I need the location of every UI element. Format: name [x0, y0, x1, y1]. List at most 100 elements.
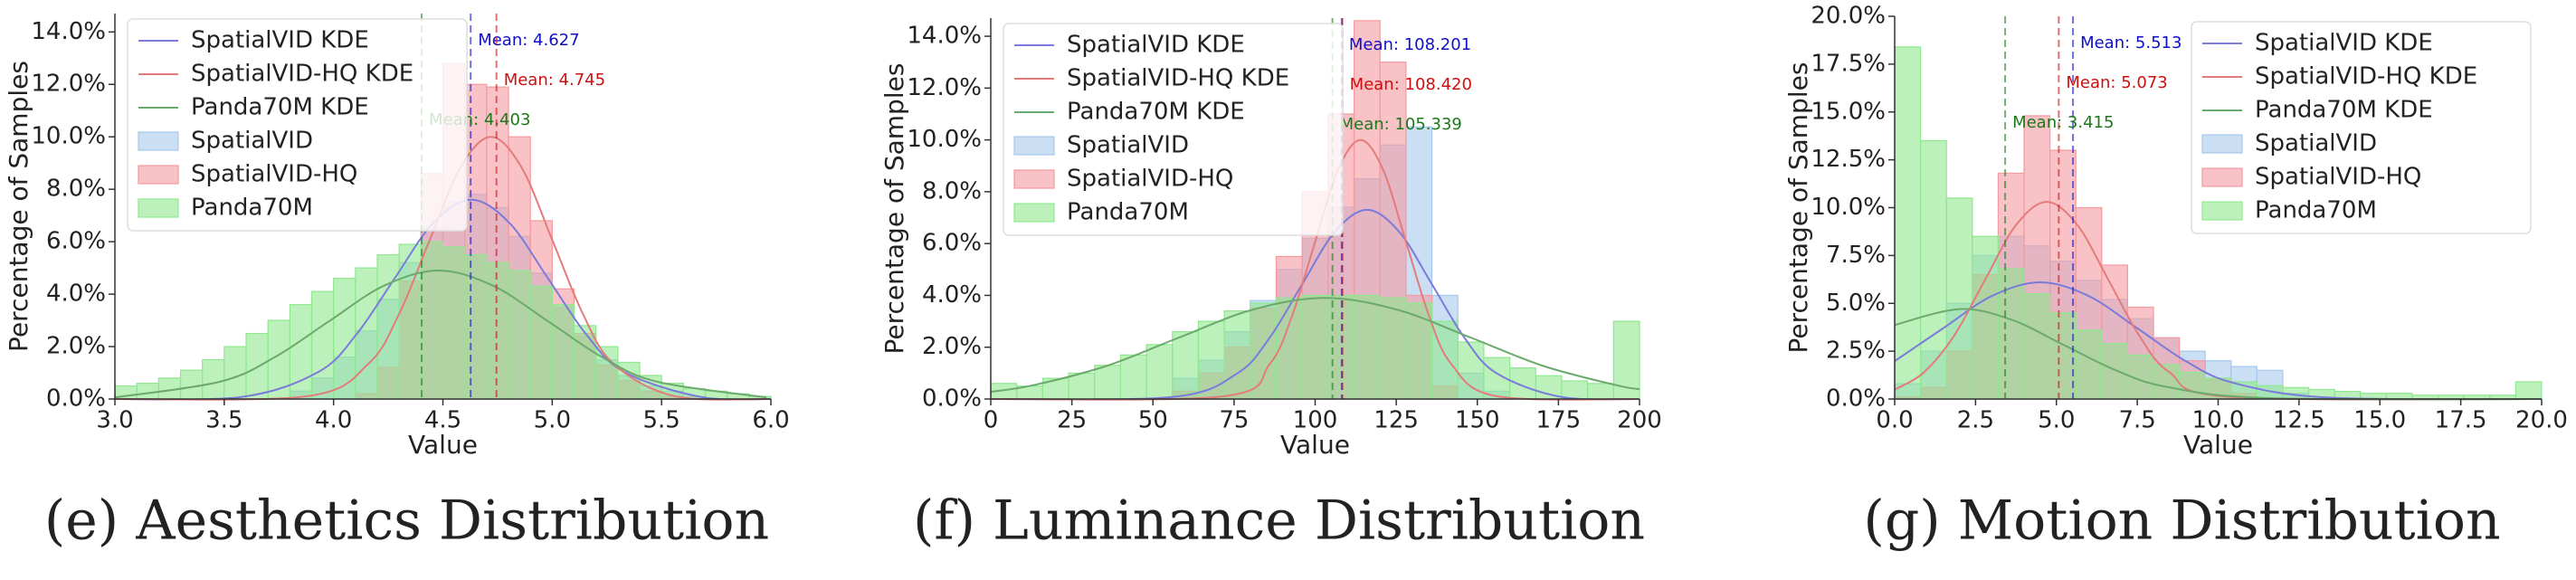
legend-label: SpatialVID KDE — [191, 27, 369, 54]
y-tick-label: 4.0% — [922, 281, 982, 309]
legend: SpatialVID KDE SpatialVID-HQ KDE Panda70M … — [1003, 23, 1344, 236]
legend-label: Panda70M — [191, 195, 313, 222]
hist-bar — [1119, 354, 1147, 400]
legend-box — [1003, 23, 1344, 236]
kde-line — [114, 269, 767, 399]
y-tick-label: 20.0% — [1811, 3, 1886, 30]
y-tick-label: 0.0% — [922, 385, 982, 413]
y-tick-label: 8.0% — [46, 176, 106, 203]
y-tick-label: 12.5% — [1811, 146, 1886, 173]
hist-bar — [420, 241, 444, 400]
x-axis-label: Value — [408, 430, 478, 460]
x-tick-label: 10.0 — [2192, 407, 2245, 434]
x-tick-label: 12.5 — [2273, 407, 2325, 434]
y-tick-label: 10.0% — [907, 126, 982, 153]
kde-line — [1894, 280, 2543, 401]
legend-swatch — [138, 131, 179, 151]
y-tick-label: 6.0% — [46, 228, 106, 255]
legend-label: SpatialVID-HQ — [2255, 164, 2421, 191]
legend-label: SpatialVID KDE — [2255, 30, 2433, 57]
x-tick-label: 17.5 — [2435, 407, 2487, 434]
y-tick-label: 10.0% — [1811, 194, 1886, 221]
mean-label: Mean: 3.415 — [2012, 113, 2114, 132]
hist-bar — [508, 270, 531, 400]
hist-bar — [1508, 367, 1536, 400]
hist-bar — [1250, 302, 1278, 400]
y-tick-label: 5.0% — [1826, 290, 1886, 317]
kde-line — [990, 297, 1640, 393]
hist-bar — [529, 285, 553, 400]
x-tick-label: 7.5 — [2118, 407, 2155, 434]
legend-label: Panda70M KDE — [2255, 97, 2433, 124]
caption: (f) Luminance Distribution — [913, 490, 1645, 553]
x-tick-label: 3.5 — [205, 407, 242, 434]
hist-bar — [1561, 380, 1589, 400]
caption: (g) Motion Distribution — [1863, 490, 2500, 553]
x-axis-label: Value — [1280, 430, 1350, 460]
hist-bar — [1587, 383, 1614, 400]
x-tick-label: 200 — [1617, 407, 1662, 434]
hist-bar — [551, 304, 575, 400]
caption: (e) Aesthetics Distribution — [44, 490, 769, 553]
legend-label: SpatialVID-HQ — [191, 161, 357, 188]
mean-label: Mean: 5.513 — [2080, 33, 2182, 52]
legend-swatch — [2201, 201, 2243, 221]
legend-swatch — [1013, 136, 1055, 156]
x-tick-label: 5.0 — [2038, 407, 2075, 434]
hist-bar — [2179, 371, 2206, 400]
panel: Mean: 108.201 Mean: 108.420 Mean: 105.339 0… — [879, 18, 1662, 553]
hist-bar — [1301, 294, 1329, 400]
hist-bar — [1457, 341, 1485, 400]
legend-label: Panda70M KDE — [1067, 99, 1245, 126]
hist-bar — [1172, 330, 1200, 400]
x-tick-label: 75 — [1219, 407, 1249, 434]
legend-label: SpatialVID-HQ — [1067, 166, 1233, 193]
legend-label: SpatialVID-HQ KDE — [2255, 63, 2477, 90]
y-tick-label: 4.0% — [46, 280, 106, 308]
y-tick-label: 12.0% — [907, 74, 982, 101]
hist-bar — [355, 267, 378, 400]
y-tick-label: 0.0% — [46, 385, 106, 413]
x-tick-label: 175 — [1536, 407, 1582, 434]
y-axis-label: Percentage of Samples — [4, 61, 33, 352]
legend-swatch — [2201, 134, 2243, 154]
x-tick-label: 15.0 — [2353, 407, 2406, 434]
hist-bar — [2514, 381, 2543, 400]
legend-label: SpatialVID — [1067, 132, 1189, 159]
hist-bar — [1068, 372, 1096, 400]
mean-label: Mean: 4.745 — [504, 71, 605, 90]
hist-bar — [1379, 297, 1407, 400]
y-tick-label: 12.0% — [31, 71, 106, 98]
kde-line — [990, 208, 1640, 401]
y-tick-label: 15.0% — [1811, 98, 1886, 125]
legend-swatch — [1013, 203, 1055, 223]
hist-bar — [442, 246, 466, 400]
mean-label: Mean: 108.420 — [1350, 75, 1472, 94]
hist-bar — [1145, 344, 1174, 400]
x-tick-label: 25 — [1057, 407, 1087, 434]
legend-label: SpatialVID — [2255, 130, 2377, 157]
kde-line — [990, 138, 1640, 401]
hist-bar — [310, 290, 335, 400]
x-tick-label: 0 — [984, 407, 999, 434]
y-tick-label: 17.5% — [1811, 50, 1886, 77]
hist-bar — [2049, 312, 2077, 400]
y-axis-label: Percentage of Samples — [1783, 62, 1813, 354]
hist-bar — [2075, 329, 2103, 400]
y-tick-label: 14.0% — [907, 23, 982, 50]
hist-bar — [573, 325, 597, 400]
y-tick-label: 0.0% — [1826, 385, 1886, 413]
y-tick-label: 2.0% — [46, 333, 106, 360]
hist-bar — [289, 304, 313, 400]
x-tick-label: 6.0 — [752, 407, 789, 434]
mean-label: Mean: 105.339 — [1340, 115, 1462, 134]
hist-bar — [1945, 197, 1973, 400]
legend: SpatialVID KDE SpatialVID-HQ KDE Panda70M … — [127, 18, 468, 232]
legend-box — [127, 18, 468, 232]
y-tick-label: 2.5% — [1826, 338, 1886, 365]
legend: SpatialVID KDE SpatialVID-HQ KDE Panda70M … — [2191, 21, 2532, 234]
x-tick-label: 0.0 — [1876, 407, 1913, 434]
x-tick-label: 150 — [1455, 407, 1500, 434]
